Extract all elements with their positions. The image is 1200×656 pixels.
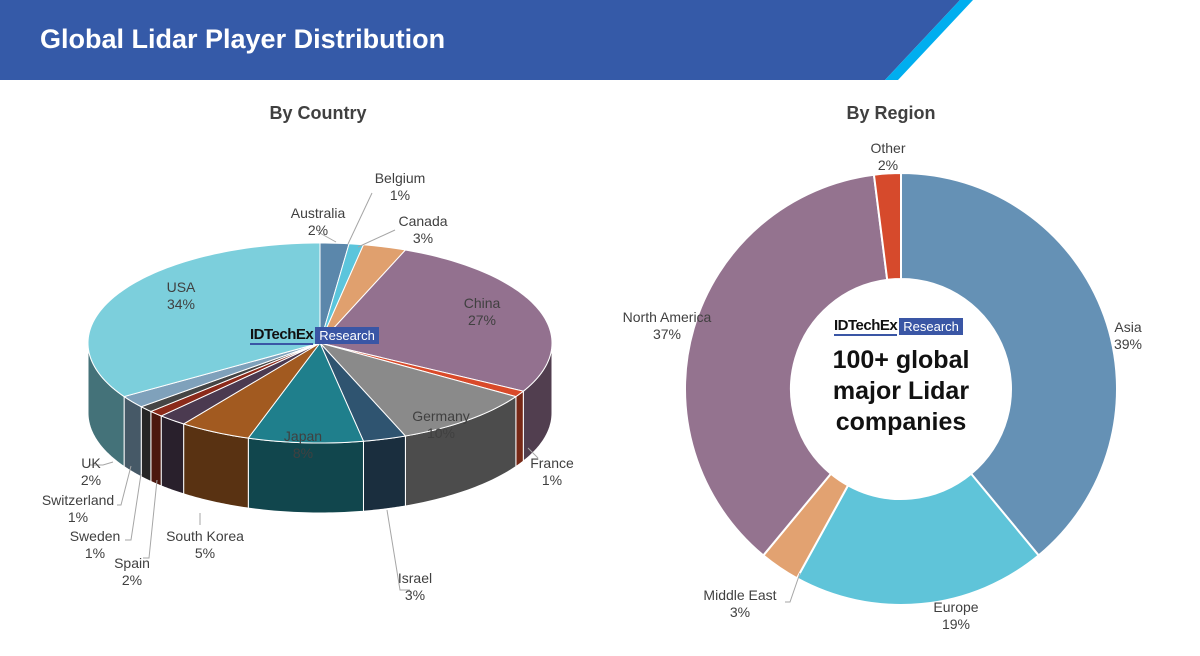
data-label: Middle East 3% <box>703 587 776 621</box>
logo-name: IDTechEx <box>250 326 314 345</box>
center-line: major Lidar <box>832 377 970 405</box>
data-label: Spain 2% <box>114 555 150 589</box>
data-label: North America 37% <box>623 309 712 343</box>
slice-uk <box>122 342 321 408</box>
slice-side-switzerland <box>140 405 152 483</box>
label-category: South Korea <box>166 528 244 544</box>
slice-side-spain <box>160 415 185 495</box>
label-value: 37% <box>652 326 682 342</box>
label-category: North America <box>622 309 712 325</box>
data-label: Switzerland 1% <box>42 492 114 526</box>
label-value: 3% <box>404 587 426 603</box>
slice-china <box>319 249 553 392</box>
slice-side-sweden <box>150 410 162 487</box>
data-label: Australia 2% <box>291 205 345 239</box>
slice-side-france <box>515 390 524 468</box>
label-category: Europe <box>933 599 979 615</box>
slice-canada <box>319 244 407 344</box>
data-label: Canada 3% <box>398 213 447 247</box>
label-value: 3% <box>729 604 751 620</box>
data-label: Other 2% <box>870 140 905 174</box>
label-category: Australia <box>290 205 346 221</box>
slice-spain <box>159 342 321 425</box>
label-value: 34% <box>166 296 196 312</box>
slice-side-uk <box>123 395 142 478</box>
label-category: Asia <box>1114 319 1142 335</box>
segment-other <box>872 171 902 281</box>
data-label: Europe 19% <box>933 599 978 633</box>
center-line: 100+ global <box>832 346 970 374</box>
data-label: USA 34% <box>167 279 196 313</box>
data-label: Belgium 1% <box>375 170 426 204</box>
label-category: Israel <box>397 570 433 586</box>
leader-lines <box>90 192 801 603</box>
segment-north-america <box>684 173 889 557</box>
label-value: 19% <box>941 616 971 632</box>
country-chart-subtitle: By Country <box>269 103 367 123</box>
slice-israel <box>319 342 407 442</box>
data-label: Sweden 1% <box>70 528 121 562</box>
page-title: Global Lidar Player Distribution <box>40 24 446 54</box>
donut-center-text: 100+ global major Lidar companies <box>801 345 1001 438</box>
label-value: 2% <box>307 222 329 238</box>
slice-south-korea <box>182 342 321 439</box>
logo-name: IDTechEx <box>834 317 898 336</box>
slice-germany <box>318 342 518 437</box>
label-category: Spain <box>114 555 150 571</box>
idtechex-logo-country: IDTechEx Research <box>250 326 379 345</box>
slice-usa <box>87 242 321 398</box>
center-line: companies <box>835 408 967 436</box>
label-value: 39% <box>1113 336 1143 352</box>
label-value: 10% <box>426 425 456 441</box>
region-chart-subtitle: By Region <box>846 103 936 123</box>
idtechex-logo-region: IDTechEx Research <box>834 317 963 336</box>
data-label: South Korea 5% <box>166 528 244 562</box>
label-value: 2% <box>121 572 143 588</box>
label-value: 2% <box>877 157 899 173</box>
label-category: Canada <box>398 213 448 229</box>
slice-side-israel <box>362 435 406 512</box>
data-label: Germany 10% <box>412 408 470 442</box>
slice-japan <box>247 342 365 444</box>
label-category: Japan <box>283 428 323 444</box>
data-label: Asia 39% <box>1114 319 1142 353</box>
country-pie <box>87 242 553 514</box>
label-category: Sweden <box>69 528 121 544</box>
label-value: 1% <box>84 545 106 561</box>
segment-asia <box>900 171 1118 557</box>
label-category: Belgium <box>374 170 426 186</box>
segment-europe <box>795 472 1041 606</box>
data-label: Japan 8% <box>284 428 322 462</box>
label-value: 1% <box>389 187 411 203</box>
label-category: Germany <box>412 408 470 424</box>
label-value: 3% <box>412 230 434 246</box>
label-value: 8% <box>292 445 314 461</box>
data-label: France 1% <box>530 455 574 489</box>
logo-tag: Research <box>899 318 963 335</box>
label-category: Other <box>870 140 906 156</box>
label-value: 2% <box>80 472 102 488</box>
label-value: 1% <box>541 472 563 488</box>
logo-tag: Research <box>315 327 379 344</box>
region-donut <box>684 171 1118 606</box>
label-category: Middle East <box>703 587 777 603</box>
label-value: 27% <box>467 312 497 328</box>
label-category: France <box>530 455 574 471</box>
label-category: Switzerland <box>41 492 115 508</box>
header-bar <box>0 0 973 80</box>
label-category: USA <box>166 279 196 295</box>
data-label: Israel 3% <box>398 570 432 604</box>
data-label: UK 2% <box>81 455 101 489</box>
label-value: 5% <box>194 545 216 561</box>
label-category: UK <box>81 455 101 471</box>
label-category: China <box>463 295 501 311</box>
data-label: China 27% <box>464 295 501 329</box>
label-value: 1% <box>67 509 89 525</box>
